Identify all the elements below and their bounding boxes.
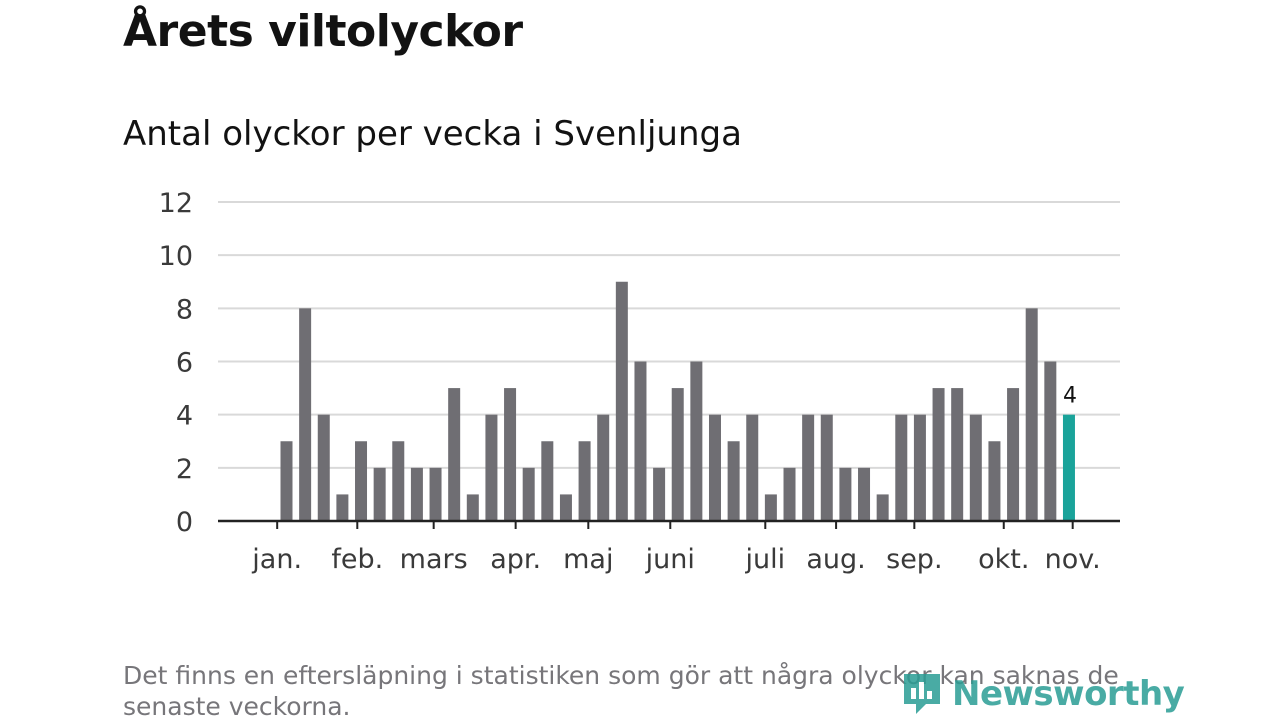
x-tick-label: okt. <box>978 544 1029 575</box>
x-tick-label: aug. <box>806 544 865 575</box>
y-tick-label: 4 <box>176 401 193 432</box>
bar <box>634 361 647 521</box>
bar <box>578 441 591 521</box>
x-tick-label: feb. <box>331 544 383 575</box>
bar <box>522 467 535 521</box>
y-tick-label: 10 <box>159 241 193 272</box>
bar <box>429 467 442 521</box>
bar <box>820 414 833 521</box>
bar <box>410 467 423 521</box>
bar <box>988 441 1001 521</box>
bar <box>783 467 796 521</box>
x-tick-label: juni <box>645 544 695 575</box>
bar <box>541 441 554 521</box>
y-tick-label: 12 <box>159 188 193 219</box>
y-axis-ticks: 0 2 4 6 8 10 12 <box>159 188 193 538</box>
footnote: Det finns en eftersläpning i statistiken… <box>123 661 1119 721</box>
bar <box>727 441 740 521</box>
bar <box>895 414 908 521</box>
y-tick-label: 2 <box>176 454 193 485</box>
bar <box>690 361 703 521</box>
bar <box>373 467 386 521</box>
bar <box>764 494 777 521</box>
bar <box>355 441 368 521</box>
bar-latest-week <box>1062 414 1075 521</box>
bar-chart: 0 2 4 6 8 10 12 jan. feb. mars apr. maj juni juli aug… <box>159 188 1120 575</box>
bar <box>615 281 628 521</box>
x-tick-label: apr. <box>490 544 541 575</box>
bar <box>466 494 479 521</box>
y-tick-label: 0 <box>176 507 193 538</box>
x-tick-label: jan. <box>251 544 302 575</box>
bar <box>708 414 721 521</box>
newsworthy-logo-icon <box>904 674 940 714</box>
bar <box>1025 308 1038 521</box>
bar <box>913 414 926 521</box>
brand-name: Newsworthy <box>952 674 1185 714</box>
chart-subtitle: Antal olyckor per vecka i Svenljunga <box>123 114 742 154</box>
bar <box>802 414 815 521</box>
bar <box>951 388 964 521</box>
bar <box>653 467 666 521</box>
newsworthy-logo: Newsworthy <box>900 668 1185 720</box>
bar <box>280 441 293 521</box>
bar <box>597 414 610 521</box>
x-tick-label: sep. <box>886 544 942 575</box>
y-tick-label: 8 <box>176 294 193 325</box>
bar <box>746 414 759 521</box>
bar <box>1007 388 1020 521</box>
bar <box>392 441 405 521</box>
gridlines <box>218 201 1120 469</box>
bar <box>336 494 349 521</box>
bar <box>671 388 684 521</box>
bars <box>280 281 1075 521</box>
data-labels: 4 <box>1063 384 1077 409</box>
y-tick-label: 6 <box>176 348 193 379</box>
bar <box>317 414 330 521</box>
bar <box>559 494 572 521</box>
x-tick-label: nov. <box>1045 544 1101 575</box>
data-label-latest: 4 <box>1063 384 1077 409</box>
bar <box>839 467 852 521</box>
chart-title: Årets viltolyckor <box>123 6 523 57</box>
x-tick-label: maj <box>563 544 613 575</box>
bar <box>876 494 889 521</box>
x-tick-label: juli <box>744 544 785 575</box>
bar <box>858 467 871 521</box>
bar <box>448 388 461 521</box>
bar <box>932 388 945 521</box>
x-tick-label: mars <box>400 544 468 575</box>
bar <box>969 414 982 521</box>
bar <box>485 414 498 521</box>
x-axis-ticks: jan. feb. mars apr. maj juni juli aug. sep. okt. n… <box>251 521 1101 575</box>
bar <box>504 388 517 521</box>
bar <box>1044 361 1057 521</box>
bar <box>299 308 312 521</box>
